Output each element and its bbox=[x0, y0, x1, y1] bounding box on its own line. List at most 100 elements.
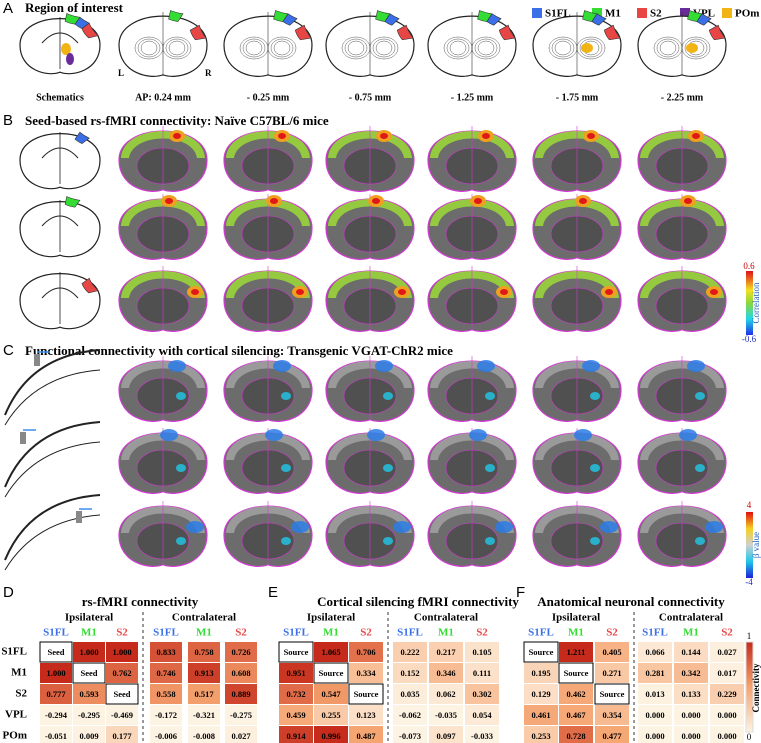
brain-structure bbox=[656, 38, 680, 58]
cell bbox=[150, 684, 182, 704]
cell bbox=[105, 683, 139, 705]
hotspot bbox=[684, 198, 692, 204]
region-patch bbox=[686, 43, 698, 53]
cell-value: 0.726 bbox=[231, 647, 250, 657]
cell-value: 0.913 bbox=[194, 668, 213, 678]
coldspot bbox=[383, 464, 393, 472]
cell-value: 0.195 bbox=[531, 668, 550, 678]
cell-value: 0.477 bbox=[602, 731, 622, 741]
cell-value: 0.459 bbox=[286, 710, 305, 720]
cell bbox=[40, 684, 72, 704]
column-header: S1FL bbox=[642, 627, 668, 639]
cell bbox=[393, 663, 427, 683]
cell-value: 0.732 bbox=[286, 689, 305, 699]
row-header: M1 bbox=[11, 667, 27, 679]
coldspot bbox=[281, 464, 291, 472]
column-header: S1FL bbox=[153, 627, 179, 639]
colorbar-label: Connectivity bbox=[751, 663, 761, 712]
cell-value: 0.027 bbox=[717, 647, 737, 657]
cell-value: Source bbox=[529, 647, 554, 657]
schematic-arc bbox=[4, 514, 101, 571]
cortex-band bbox=[121, 199, 205, 226]
cell bbox=[279, 684, 313, 704]
cell bbox=[674, 684, 708, 704]
coldspot bbox=[679, 429, 697, 441]
brain-structure bbox=[245, 40, 263, 56]
cell-value: -0.469 bbox=[111, 710, 133, 720]
slice-label: - 0.25 mm bbox=[247, 92, 290, 103]
cortex-band bbox=[121, 433, 205, 460]
column-header: S2 bbox=[476, 627, 488, 639]
cell-value: 0.152 bbox=[400, 668, 419, 678]
region-patch bbox=[486, 13, 502, 26]
cortex-band bbox=[430, 433, 514, 460]
coldspot bbox=[176, 392, 186, 400]
cell bbox=[710, 642, 744, 662]
cell bbox=[225, 684, 257, 704]
cell bbox=[72, 662, 106, 684]
cell-value: Source bbox=[600, 689, 625, 699]
coldspot bbox=[590, 392, 600, 400]
cell-value: 0.000 bbox=[645, 731, 664, 741]
region-patch bbox=[74, 131, 90, 144]
hotspot bbox=[500, 289, 508, 295]
panel-title: Region of interest bbox=[25, 0, 124, 15]
region-patch bbox=[66, 53, 74, 65]
cortex-band bbox=[535, 199, 619, 226]
cell-value: -0.321 bbox=[193, 710, 215, 720]
cortex-band bbox=[328, 199, 412, 226]
coldspot bbox=[485, 464, 495, 472]
cell bbox=[349, 642, 383, 662]
hotspot bbox=[587, 133, 595, 139]
column-header: S2 bbox=[235, 627, 247, 639]
colorbar-max: 1 bbox=[747, 631, 752, 641]
cell-value: 0.593 bbox=[79, 689, 98, 699]
cell-value: Source bbox=[319, 668, 344, 678]
colorbar-min: -0.6 bbox=[742, 334, 757, 344]
cell bbox=[710, 663, 744, 683]
hotspot bbox=[296, 289, 304, 295]
coldspot bbox=[695, 392, 705, 400]
hotspot bbox=[372, 198, 380, 204]
region-patch bbox=[581, 43, 593, 53]
coldspot bbox=[176, 464, 186, 472]
cortex-band bbox=[226, 271, 310, 298]
cell-value: 0.054 bbox=[472, 710, 492, 720]
cortex-band bbox=[328, 433, 412, 460]
cell-value: 0.342 bbox=[681, 668, 700, 678]
cell-value: 0.177 bbox=[112, 731, 132, 741]
cortex-band bbox=[226, 433, 310, 460]
side-label: L bbox=[118, 68, 124, 78]
coldspot bbox=[393, 521, 411, 533]
coldspot bbox=[281, 392, 291, 400]
cell-value: -0.006 bbox=[155, 731, 177, 741]
side-header: Ipsilateral bbox=[65, 612, 113, 624]
column-header: M1 bbox=[81, 627, 97, 639]
colorbar-label: Correlation bbox=[751, 282, 761, 323]
cortex-band bbox=[430, 271, 514, 298]
row-header: VPL bbox=[5, 709, 27, 721]
cortex-band bbox=[640, 506, 724, 533]
cell bbox=[638, 705, 672, 725]
legend-swatch bbox=[722, 8, 732, 18]
panel-label: C bbox=[3, 342, 14, 359]
colorbar bbox=[746, 512, 753, 578]
cell bbox=[393, 726, 427, 743]
cell-value: 0.547 bbox=[321, 689, 341, 699]
cell-value: Source bbox=[284, 647, 309, 657]
cell-value: 1.000 bbox=[112, 647, 131, 657]
column-header: S2 bbox=[360, 627, 372, 639]
cell-value: 1.065 bbox=[321, 647, 340, 657]
cell bbox=[465, 684, 499, 704]
cell-value: 0.334 bbox=[356, 668, 376, 678]
cell bbox=[314, 642, 348, 662]
coldspot bbox=[695, 464, 705, 472]
legend-swatch bbox=[532, 8, 542, 18]
coldspot bbox=[265, 429, 283, 441]
cell-value: 0.951 bbox=[286, 668, 305, 678]
coldspot bbox=[160, 429, 178, 441]
cell-value: 0.097 bbox=[436, 731, 456, 741]
cell bbox=[188, 705, 220, 725]
panel-title: rs-fMRI connectivity bbox=[82, 594, 199, 609]
cell-value: Source bbox=[564, 668, 589, 678]
